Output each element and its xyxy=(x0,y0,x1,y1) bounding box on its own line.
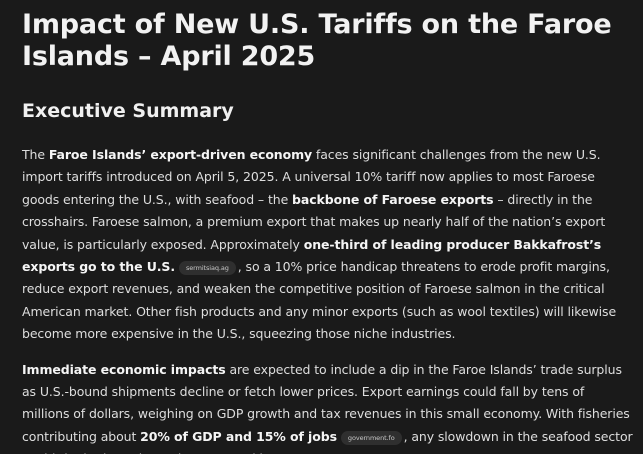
paragraph-overview: The Faroe Islands’ export-driven economy… xyxy=(22,144,634,346)
paragraph-impacts: Immediate economic impacts are expected … xyxy=(22,359,634,454)
document: Impact of New U.S. Tariffs on the Faroe … xyxy=(22,0,634,454)
text-run: – directly in the crosshairs. Faroese sa… xyxy=(22,191,606,252)
bold-text: one-third of leading producer Bakkafrost… xyxy=(22,236,602,275)
text-run: , so a 10% price handicap threatens to e… xyxy=(22,259,617,342)
bold-text: 20% of GDP and 15% of jobs xyxy=(140,428,337,444)
page-title: Impact of New U.S. Tariffs on the Faroe … xyxy=(22,9,612,72)
citation-badge[interactable]: government.fo xyxy=(340,430,402,445)
bold-text: backbone of Faroese exports xyxy=(292,191,494,207)
text-run: The xyxy=(22,147,49,162)
text-run: faces significant challenges from the ne… xyxy=(22,147,601,207)
section-heading: Executive Summary xyxy=(22,100,234,122)
citation-badge[interactable]: sermitsiaq.ag xyxy=(178,261,236,276)
bold-text: Immediate economic impacts xyxy=(22,361,226,377)
bold-text: Faroe Islands’ export-driven economy xyxy=(48,147,313,162)
text-run: are expected to include a dip in the Far… xyxy=(22,361,630,444)
text-run: , any slowdown in the seafood sector cou… xyxy=(22,428,633,454)
